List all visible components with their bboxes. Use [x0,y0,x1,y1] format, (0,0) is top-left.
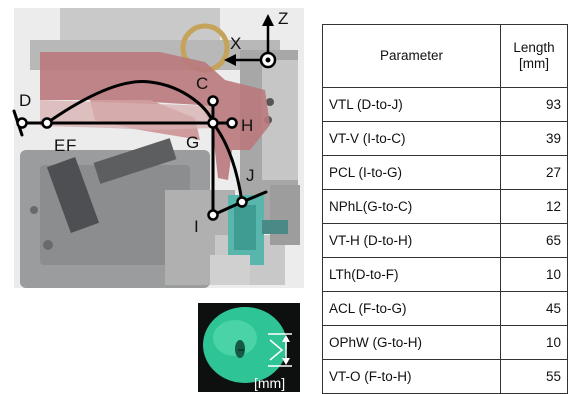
point-j [236,196,248,208]
header-length-unit: [mm] [519,56,549,71]
point-i [207,209,219,221]
header-length-line1: Length [513,40,555,55]
z-axis-label: Z [278,9,288,28]
param-length: 10 [500,325,568,360]
param-name: PCL (I-to-G) [322,155,501,190]
param-name: ACL (F-to-G) [322,291,501,326]
param-length: 55 [500,359,568,394]
inset-unit-label: [mm] [254,375,285,391]
point-d [16,117,28,129]
header-parameter: Parameter [322,24,501,88]
param-length: 39 [500,121,568,156]
param-name: VT-V (I-to-C) [322,121,501,156]
label-e: E [54,136,65,155]
x-axis-label: X [230,34,241,53]
label-j: J [246,166,255,185]
pharynx-curve [211,121,244,204]
label-h: H [241,116,253,135]
table-row: VTL (D-to-J) 93 [322,87,568,122]
param-length: 10 [500,257,568,292]
axis-indicator: Z X [224,9,288,69]
param-length: 45 [500,291,568,326]
param-length: 12 [500,189,568,224]
tract-curve [45,80,215,125]
param-name: VT-O (F-to-H) [322,359,501,394]
table-row: OPhW (G-to-H) 10 [322,325,568,360]
param-name: OPhW (G-to-H) [322,325,501,360]
table-row: LTh(D-to-F) 10 [322,257,568,292]
tract-trace [12,80,268,217]
parameter-table: Parameter Length [mm] VTL (D-to-J) 93 VT… [322,24,568,394]
param-length: 65 [500,223,568,258]
table-row: PCL (I-to-G) 27 [322,155,568,190]
trace-points [16,95,248,221]
table-header-row: Parameter Length [mm] [322,24,568,88]
point-e [41,117,53,129]
table-row: VT-V (I-to-C) 39 [322,121,568,156]
label-i: I [194,217,199,236]
label-f: F [66,136,76,155]
point-g [207,117,219,129]
table-row: ACL (F-to-G) 45 [322,291,568,326]
point-h [226,117,238,129]
param-name: VTL (D-to-J) [322,87,501,122]
label-g: G [186,133,199,152]
param-name: LTh(D-to-F) [322,257,501,292]
table-row: VT-H (D-to-H) 65 [322,223,568,258]
table-row: NPhL(G-to-C) 12 [322,189,568,224]
header-length: Length [mm] [500,24,568,88]
table-row: VT-O (F-to-H) 55 [322,359,568,394]
param-length: 27 [500,155,568,190]
param-name: NPhL(G-to-C) [322,189,501,224]
label-c: C [196,74,208,93]
param-length: 93 [500,87,568,122]
label-d: D [19,91,31,110]
point-c [207,95,219,107]
point-labels: D E F G C H J I [19,74,255,236]
inset-photo: [mm] [198,303,300,392]
param-name: VT-H (D-to-H) [322,223,501,258]
